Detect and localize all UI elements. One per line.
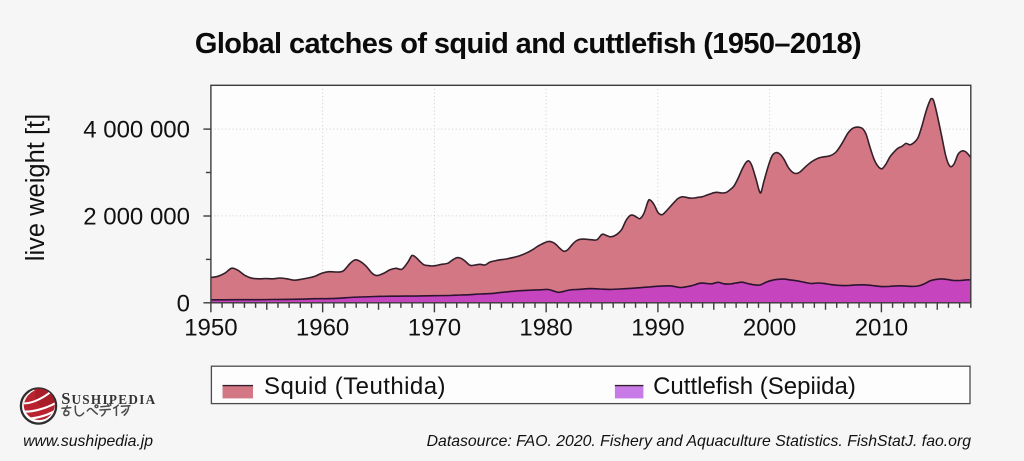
svg-text:Squid (Teuthida): Squid (Teuthida) [264,373,446,400]
svg-text:1950: 1950 [184,315,237,342]
svg-text:SUSHIPEDIA: SUSHIPEDIA [61,389,156,408]
svg-text:1960: 1960 [296,315,349,342]
svg-text:2000: 2000 [743,315,796,342]
svg-text:2 000 000: 2 000 000 [83,204,190,231]
svg-text:1980: 1980 [519,315,572,342]
svg-text:2010: 2010 [855,315,908,342]
svg-text:1970: 1970 [408,315,461,342]
svg-text:Cuttlefish (Sepiida): Cuttlefish (Sepiida) [653,373,856,400]
svg-text:Datasource: FAO. 2020. Fishery: Datasource: FAO. 2020. Fishery and Aquac… [427,433,972,450]
svg-text:0: 0 [177,290,190,317]
svg-text:1990: 1990 [631,315,684,342]
svg-text:live weight [t]: live weight [t] [22,114,50,261]
svg-text:Global catches of squid and cu: Global catches of squid and cuttlefish (… [195,28,861,60]
svg-text:4 000 000: 4 000 000 [83,117,190,144]
svg-text:www.sushipedia.jp: www.sushipedia.jp [23,433,153,450]
